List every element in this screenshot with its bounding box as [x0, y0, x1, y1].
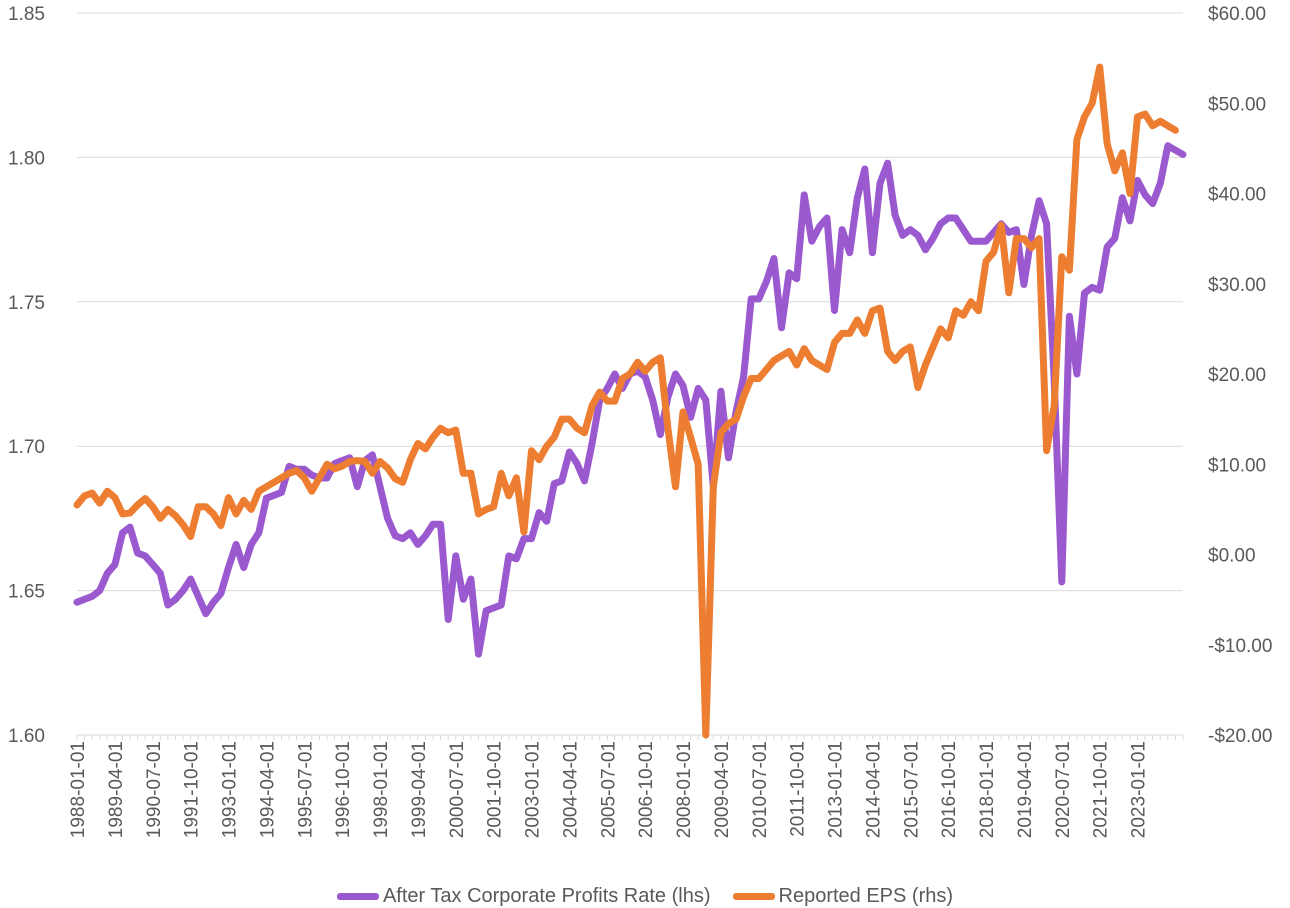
- x-tick-label: 1998-01-01: [371, 741, 392, 838]
- left-y-tick-label: 1.70: [8, 437, 45, 458]
- x-axis-ticks: [76, 734, 1184, 740]
- left-y-tick-label: 1.60: [8, 726, 45, 747]
- x-tick-label: 2008-01-01: [674, 741, 695, 838]
- x-tick-label: 2006-10-01: [636, 741, 657, 838]
- right-y-axis-labels: -$20.00 -$10.00 $0.00 $10.00 $20.00 $30.00 $40…: [1208, 4, 1272, 747]
- legend-swatch-eps: [732, 892, 775, 900]
- x-tick-label: 2014-04-01: [863, 741, 884, 838]
- x-tick-label: 2004-04-01: [560, 741, 581, 838]
- left-y-axis-labels: 1.60 1.65 1.70 1.75 1.80 1.85: [8, 4, 45, 747]
- x-tick-label: 2013-01-01: [826, 741, 847, 838]
- left-y-tick-label: 1.75: [8, 293, 45, 314]
- x-tick-label: 1994-04-01: [257, 741, 278, 838]
- legend-label-profits-rate: After Tax Corporate Profits Rate (lhs): [382, 884, 711, 907]
- legend: After Tax Corporate Profits Rate (lhs) R…: [0, 884, 1290, 908]
- x-tick-label: 2003-01-01: [523, 741, 544, 838]
- x-tick-label: 2015-07-01: [901, 741, 922, 838]
- x-tick-label: 2010-07-01: [750, 741, 771, 838]
- x-tick-label: 2011-10-01: [788, 741, 809, 837]
- legend-label-eps: Reported EPS (rhs): [778, 884, 954, 907]
- right-y-tick-label: $30.00: [1208, 275, 1266, 296]
- right-y-tick-label: $50.00: [1208, 94, 1266, 115]
- x-tick-label: 2005-07-01: [598, 741, 619, 838]
- x-tick-label: 1991-10-01: [182, 741, 203, 838]
- x-tick-label: 1990-07-01: [144, 741, 165, 838]
- legend-swatch-profits-rate: [336, 892, 379, 900]
- x-tick-label: 2019-04-01: [1015, 741, 1036, 838]
- right-y-tick-label: $10.00: [1208, 455, 1266, 476]
- right-y-tick-label: $40.00: [1208, 185, 1266, 206]
- x-tick-label: 2018-01-01: [977, 741, 998, 838]
- x-tick-label: 1989-04-01: [106, 741, 127, 838]
- right-y-tick-label: $0.00: [1208, 546, 1256, 567]
- right-y-tick-label: $20.00: [1208, 365, 1266, 386]
- right-y-tick-label: -$10.00: [1208, 636, 1272, 657]
- x-tick-label: 2001-10-01: [485, 741, 506, 838]
- dual-axis-line-chart: 1.60 1.65 1.70 1.75 1.80 1.85 -$20.00 -$10.00 $…: [8, 4, 1272, 838]
- x-tick-label: 1999-04-01: [409, 741, 430, 838]
- plot-area: [73, 63, 1187, 739]
- left-y-tick-label: 1.85: [8, 4, 45, 25]
- x-tick-label: 2016-10-01: [939, 741, 960, 838]
- x-tick-label: 2023-01-01: [1129, 741, 1150, 838]
- x-tick-label: 2009-04-01: [712, 741, 733, 838]
- x-axis-labels: 1988-01-01 1989-04-01 1990-07-01 1991-10-01…: [68, 741, 1150, 838]
- left-y-tick-label: 1.80: [8, 148, 45, 169]
- series-line-profits-rate: [73, 142, 1187, 658]
- legend-item-eps: Reported EPS (rhs): [732, 884, 954, 908]
- x-tick-label: 1993-01-01: [220, 741, 241, 838]
- right-y-tick-label: -$20.00: [1208, 726, 1272, 747]
- left-y-tick-label: 1.65: [8, 582, 45, 603]
- x-tick-label: 2020-07-01: [1053, 741, 1074, 838]
- x-tick-label: 2000-07-01: [447, 741, 468, 838]
- x-tick-label: 1988-01-01: [68, 741, 89, 838]
- x-tick-label: 1996-10-01: [333, 741, 354, 838]
- x-tick-label: 1995-07-01: [295, 741, 316, 838]
- right-y-tick-label: $60.00: [1208, 4, 1266, 25]
- x-tick-label: 2021-10-01: [1091, 741, 1112, 838]
- legend-item-profits-rate: After Tax Corporate Profits Rate (lhs): [336, 884, 711, 908]
- series-line-eps: [73, 63, 1179, 739]
